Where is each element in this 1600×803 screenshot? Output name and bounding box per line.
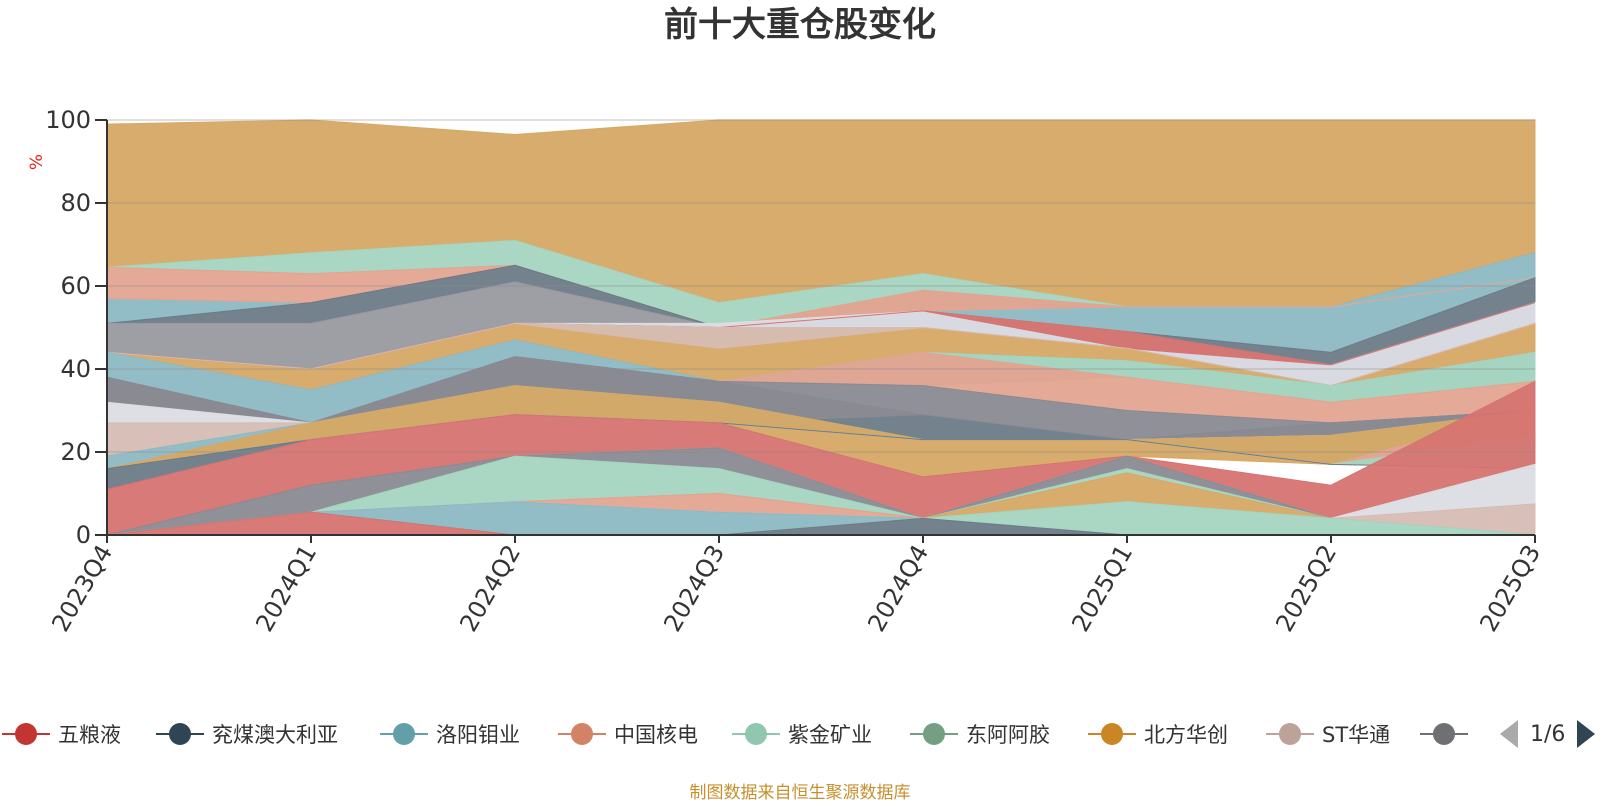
y-tick-label-100: 100	[45, 106, 91, 134]
y-axis-label: %	[27, 154, 47, 170]
legend-marker-icon	[908, 712, 960, 756]
legend-item[interactable]: 五粮液	[0, 712, 121, 756]
y-tick-label-40: 40	[60, 355, 91, 383]
legend-label: 洛阳钼业	[436, 723, 520, 747]
x-tick-label-2024Q2: 2024Q2	[454, 540, 526, 636]
legend-label: 五粮液	[58, 723, 121, 747]
legend-marker-icon	[0, 712, 52, 756]
legend-item[interactable]: ST华通	[1264, 712, 1390, 756]
legend-marker-icon	[1086, 712, 1138, 756]
legend-marker-icon	[378, 712, 430, 756]
x-tick-label-2025Q3: 2025Q3	[1474, 540, 1546, 636]
legend-marker-icon	[556, 712, 608, 756]
legend-item[interactable]: 紫金矿业	[730, 712, 872, 756]
x-tick-label-2024Q1: 2024Q1	[250, 540, 322, 636]
legend-item[interactable]: 中国核电	[556, 712, 698, 756]
legend-label: 兖煤澳大利亚	[212, 723, 338, 747]
legend-marker-icon	[154, 712, 206, 756]
legend-item[interactable]: 北方华创	[1086, 712, 1228, 756]
y-tick-label-0: 0	[76, 521, 91, 549]
grid-lines	[107, 119, 1535, 453]
x-tick-label-2024Q4: 2024Q4	[862, 540, 934, 636]
y-tick-label-20: 20	[60, 438, 91, 466]
y-tick-label-60: 60	[60, 272, 91, 300]
chart-plot: 0 20 40 60 80 100% 2023Q4 2024Q1 2024Q2 2024Q3 202…	[27, 106, 1546, 636]
area-band-9	[106, 322, 1536, 387]
legend-label: 东阿阿胶	[966, 723, 1050, 747]
y-tick-label-80: 80	[60, 189, 91, 217]
area-bands	[106, 119, 1536, 536]
legend-item[interactable]: 东阿阿胶	[908, 712, 1050, 756]
legend-item[interactable]: 洛阳钼业	[378, 712, 520, 756]
source-note: 制图数据来自恒生聚源数据库	[689, 783, 911, 803]
chart-title: 前十大重仓股变化	[664, 5, 936, 45]
legend: 五粮液 兖煤澳大利亚 洛阳钼业 中国核电 紫金矿业 东阿阿胶 北方华创 ST华通	[0, 712, 1600, 756]
legend-label: 中国核电	[614, 723, 698, 747]
x-tick-label-2025Q1: 2025Q1	[1066, 540, 1138, 636]
legend-page-indicator: 1/6	[1530, 721, 1566, 747]
legend-label: 北方华创	[1144, 723, 1228, 747]
legend-label: ST华通	[1322, 723, 1391, 747]
legend-pager: 1/6	[1500, 712, 1596, 756]
legend-item[interactable]: 兖煤澳大利亚	[154, 712, 338, 756]
legend-prev-page-icon[interactable]	[1500, 720, 1518, 748]
x-tick-label-2025Q2: 2025Q2	[1270, 540, 1342, 636]
legend-marker-icon	[730, 712, 782, 756]
legend-marker-icon	[1418, 712, 1470, 756]
legend-next-page-icon[interactable]	[1577, 720, 1596, 748]
legend-item[interactable]	[1418, 712, 1476, 756]
legend-label: 紫金矿业	[788, 723, 872, 747]
x-tick-label-2024Q3: 2024Q3	[658, 540, 730, 636]
x-tick-label-2023Q4: 2023Q4	[46, 540, 118, 636]
legend-marker-icon	[1264, 712, 1316, 756]
